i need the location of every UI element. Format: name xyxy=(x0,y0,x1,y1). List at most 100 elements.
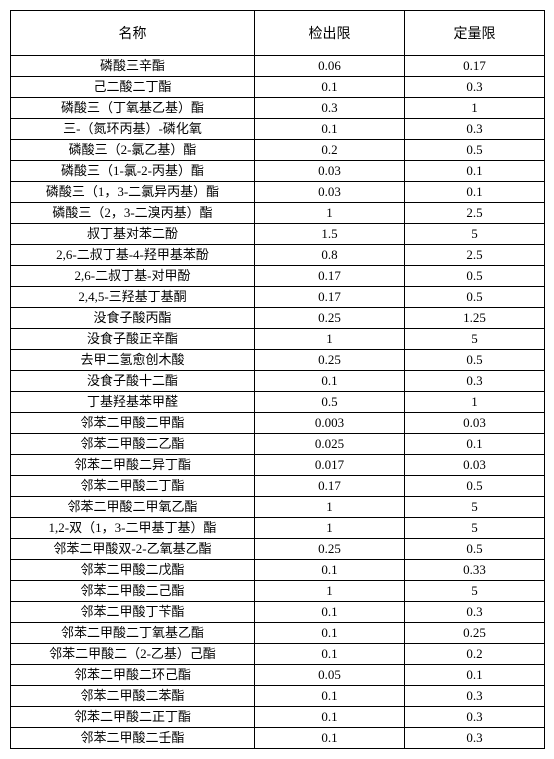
table-row: 叔丁基对苯二酚1.55 xyxy=(11,224,545,245)
col-quantitation-limit: 定量限 xyxy=(405,11,545,56)
table-row: 邻苯二甲酸二异丁酯0.0170.03 xyxy=(11,455,545,476)
cell-name: 邻苯二甲酸双-2-乙氧基乙酯 xyxy=(11,539,255,560)
cell-quantitation-limit: 5 xyxy=(405,497,545,518)
table-row: 磷酸三（2，3-二溴丙基）酯12.5 xyxy=(11,203,545,224)
cell-name: 2,4,5-三羟基丁基酮 xyxy=(11,287,255,308)
cell-quantitation-limit: 2.5 xyxy=(405,203,545,224)
cell-name: 邻苯二甲酸二己酯 xyxy=(11,581,255,602)
cell-quantitation-limit: 1.25 xyxy=(405,308,545,329)
cell-quantitation-limit: 0.1 xyxy=(405,182,545,203)
cell-quantitation-limit: 5 xyxy=(405,518,545,539)
cell-quantitation-limit: 0.5 xyxy=(405,140,545,161)
cell-name: 邻苯二甲酸二丁氧基乙酯 xyxy=(11,623,255,644)
cell-detection-limit: 0.25 xyxy=(255,539,405,560)
cell-quantitation-limit: 1 xyxy=(405,98,545,119)
cell-detection-limit: 1 xyxy=(255,518,405,539)
table-row: 己二酸二丁酯0.10.3 xyxy=(11,77,545,98)
cell-quantitation-limit: 5 xyxy=(405,581,545,602)
cell-quantitation-limit: 0.3 xyxy=(405,728,545,749)
cell-name: 邻苯二甲酸二甲氧乙酯 xyxy=(11,497,255,518)
table-row: 磷酸三（1，3-二氯异丙基）酯0.030.1 xyxy=(11,182,545,203)
cell-detection-limit: 1 xyxy=(255,329,405,350)
cell-name: 三-（氮环丙基）-磷化氧 xyxy=(11,119,255,140)
table-row: 没食子酸正辛酯15 xyxy=(11,329,545,350)
limits-table: 名称 检出限 定量限 磷酸三辛酯0.060.17己二酸二丁酯0.10.3磷酸三（… xyxy=(10,10,545,749)
table-row: 没食子酸丙酯0.251.25 xyxy=(11,308,545,329)
cell-name: 磷酸三（2，3-二溴丙基）酯 xyxy=(11,203,255,224)
cell-quantitation-limit: 0.5 xyxy=(405,476,545,497)
cell-detection-limit: 0.17 xyxy=(255,266,405,287)
cell-quantitation-limit: 0.1 xyxy=(405,665,545,686)
cell-detection-limit: 0.1 xyxy=(255,119,405,140)
table-row: 邻苯二甲酸二甲酯0.0030.03 xyxy=(11,413,545,434)
table-row: 2,6-二叔丁基-对甲酚0.170.5 xyxy=(11,266,545,287)
cell-name: 己二酸二丁酯 xyxy=(11,77,255,98)
cell-quantitation-limit: 0.33 xyxy=(405,560,545,581)
cell-quantitation-limit: 2.5 xyxy=(405,245,545,266)
table-row: 邻苯二甲酸二环己酯0.050.1 xyxy=(11,665,545,686)
table-row: 没食子酸十二酯0.10.3 xyxy=(11,371,545,392)
table-row: 邻苯二甲酸二（2-乙基）己酯0.10.2 xyxy=(11,644,545,665)
cell-name: 邻苯二甲酸二丁酯 xyxy=(11,476,255,497)
cell-quantitation-limit: 0.5 xyxy=(405,266,545,287)
cell-detection-limit: 0.17 xyxy=(255,476,405,497)
cell-detection-limit: 0.1 xyxy=(255,602,405,623)
cell-name: 没食子酸正辛酯 xyxy=(11,329,255,350)
cell-detection-limit: 0.1 xyxy=(255,686,405,707)
cell-name: 邻苯二甲酸二异丁酯 xyxy=(11,455,255,476)
cell-detection-limit: 0.1 xyxy=(255,707,405,728)
col-detection-limit: 检出限 xyxy=(255,11,405,56)
table-row: 去甲二氢愈创木酸0.250.5 xyxy=(11,350,545,371)
cell-name: 叔丁基对苯二酚 xyxy=(11,224,255,245)
cell-quantitation-limit: 0.3 xyxy=(405,371,545,392)
cell-detection-limit: 1 xyxy=(255,497,405,518)
table-row: 邻苯二甲酸二壬酯0.10.3 xyxy=(11,728,545,749)
table-row: 磷酸三（2-氯乙基）酯0.20.5 xyxy=(11,140,545,161)
cell-detection-limit: 0.017 xyxy=(255,455,405,476)
cell-name: 磷酸三（1-氯-2-丙基）酯 xyxy=(11,161,255,182)
cell-quantitation-limit: 0.17 xyxy=(405,56,545,77)
cell-quantitation-limit: 0.5 xyxy=(405,350,545,371)
cell-detection-limit: 0.3 xyxy=(255,98,405,119)
table-row: 2,4,5-三羟基丁基酮0.170.5 xyxy=(11,287,545,308)
cell-detection-limit: 0.5 xyxy=(255,392,405,413)
cell-name: 磷酸三辛酯 xyxy=(11,56,255,77)
table-row: 邻苯二甲酸二甲氧乙酯15 xyxy=(11,497,545,518)
cell-name: 磷酸三（丁氧基乙基）酯 xyxy=(11,98,255,119)
table-row: 磷酸三（丁氧基乙基）酯0.31 xyxy=(11,98,545,119)
table-row: 1,2-双（1，3-二甲基丁基）酯15 xyxy=(11,518,545,539)
cell-name: 磷酸三（2-氯乙基）酯 xyxy=(11,140,255,161)
cell-detection-limit: 0.1 xyxy=(255,560,405,581)
cell-quantitation-limit: 0.3 xyxy=(405,686,545,707)
col-name: 名称 xyxy=(11,11,255,56)
cell-name: 邻苯二甲酸丁苄酯 xyxy=(11,602,255,623)
table-row: 邻苯二甲酸二戊酯0.10.33 xyxy=(11,560,545,581)
cell-quantitation-limit: 0.3 xyxy=(405,119,545,140)
cell-detection-limit: 0.003 xyxy=(255,413,405,434)
cell-quantitation-limit: 0.1 xyxy=(405,161,545,182)
cell-quantitation-limit: 0.03 xyxy=(405,413,545,434)
table-row: 邻苯二甲酸丁苄酯0.10.3 xyxy=(11,602,545,623)
table-row: 邻苯二甲酸双-2-乙氧基乙酯0.250.5 xyxy=(11,539,545,560)
cell-detection-limit: 0.25 xyxy=(255,350,405,371)
table-row: 邻苯二甲酸二己酯15 xyxy=(11,581,545,602)
cell-quantitation-limit: 0.03 xyxy=(405,455,545,476)
cell-name: 2,6-二叔丁基-4-羟甲基苯酚 xyxy=(11,245,255,266)
cell-name: 邻苯二甲酸二苯酯 xyxy=(11,686,255,707)
cell-detection-limit: 0.1 xyxy=(255,644,405,665)
cell-detection-limit: 0.8 xyxy=(255,245,405,266)
cell-name: 丁基羟基苯甲醛 xyxy=(11,392,255,413)
header-row: 名称 检出限 定量限 xyxy=(11,11,545,56)
cell-detection-limit: 0.25 xyxy=(255,308,405,329)
cell-name: 邻苯二甲酸二乙酯 xyxy=(11,434,255,455)
cell-detection-limit: 0.1 xyxy=(255,728,405,749)
cell-name: 没食子酸丙酯 xyxy=(11,308,255,329)
cell-name: 邻苯二甲酸二戊酯 xyxy=(11,560,255,581)
cell-name: 邻苯二甲酸二环己酯 xyxy=(11,665,255,686)
table-row: 邻苯二甲酸二乙酯0.0250.1 xyxy=(11,434,545,455)
table-row: 邻苯二甲酸二苯酯0.10.3 xyxy=(11,686,545,707)
table-row: 磷酸三辛酯0.060.17 xyxy=(11,56,545,77)
cell-detection-limit: 0.1 xyxy=(255,623,405,644)
cell-quantitation-limit: 0.5 xyxy=(405,539,545,560)
table-row: 邻苯二甲酸二丁氧基乙酯0.10.25 xyxy=(11,623,545,644)
